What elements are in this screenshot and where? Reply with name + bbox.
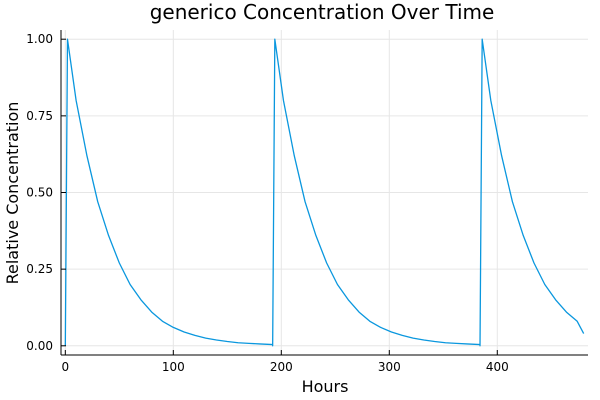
y-tick-label: 0.00 <box>26 339 53 353</box>
x-tick-label: 100 <box>162 360 185 374</box>
chart-title: generico Concentration Over Time <box>150 0 495 24</box>
y-tick-label: 0.50 <box>26 186 53 200</box>
x-tick-label: 400 <box>486 360 509 374</box>
grid <box>61 30 588 355</box>
x-tick-label: 200 <box>270 360 293 374</box>
y-tick-label: 0.25 <box>26 262 53 276</box>
x-tick-label: 0 <box>61 360 69 374</box>
y-tick-label: 1.00 <box>26 32 53 46</box>
series-layer <box>64 38 585 347</box>
y-tick-label: 0.75 <box>26 109 53 123</box>
y-axis-label: Relative Concentration <box>3 102 22 285</box>
x-tick-label: 300 <box>378 360 401 374</box>
x-axis-label: Hours <box>302 377 349 396</box>
series-line <box>64 38 585 347</box>
ticks: 0 100 200 300 400 0.00 0.25 0.50 0.75 1.00 <box>26 32 508 374</box>
